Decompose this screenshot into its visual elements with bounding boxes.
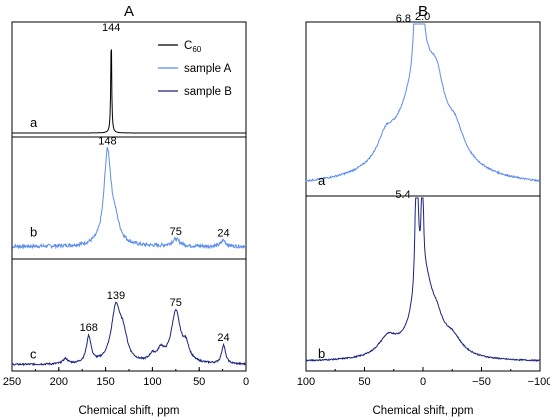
spectrum-label-c: c <box>30 347 37 362</box>
spectrum-label-a: a <box>318 173 326 188</box>
peak-label: 75 <box>170 226 182 238</box>
spectrum-label-b: b <box>30 225 37 240</box>
legend-entry: C60 <box>184 40 202 54</box>
peak-label: 5.4 <box>395 189 410 201</box>
peak-label: 6.8 <box>396 13 411 25</box>
x-tick-label: 50 <box>193 376 205 388</box>
panel-a-label: A <box>124 3 134 20</box>
x-tick-label: −100 <box>528 376 550 388</box>
panel-a-x-axis: 250 200 150 100 50 0 <box>3 367 249 388</box>
x-tick-label: 0 <box>420 376 426 388</box>
panel-a-legend: C60 sample A sample B <box>158 40 232 98</box>
peak-label: 24 <box>217 332 229 344</box>
panel-a-spectra: a 144 b 148 75 24 c 168 139 75 24 <box>11 22 247 367</box>
x-tick-label: 50 <box>358 376 370 388</box>
legend-entry: sample A <box>184 63 232 75</box>
spectrum-line-b <box>305 197 541 363</box>
spectrum-line-a <box>12 49 246 134</box>
panel-b-x-axis: 100 50 0 −50 −100 <box>297 367 550 388</box>
peak-label: 144 <box>102 22 120 34</box>
panel-b: B 100 50 0 −50 −100 Chemical shift, ppm a 2.0… <box>297 3 550 417</box>
peak-label: 2.0 <box>415 11 430 23</box>
spectrum-label-b: b <box>318 346 325 361</box>
panel-a: A 250 200 150 100 50 0 Chemical shift, ppm a 1… <box>3 3 249 417</box>
x-tick-label: 100 <box>297 376 315 388</box>
panel-b-x-axis-title: Chemical shift, ppm <box>373 405 474 417</box>
spectrum-label-a: a <box>30 115 38 130</box>
peak-label: 24 <box>217 227 229 239</box>
x-tick-label: 250 <box>3 376 21 388</box>
panel-a-x-axis-title: Chemical shift, ppm <box>79 405 180 417</box>
legend-entry: sample B <box>184 86 232 98</box>
panel-b-label: B <box>418 3 428 20</box>
x-tick-label: 150 <box>96 376 114 388</box>
spectrum-line-b <box>11 146 247 250</box>
peak-label: 75 <box>170 297 182 309</box>
x-tick-label: 200 <box>50 376 68 388</box>
spectrum-line-a <box>305 23 541 183</box>
x-tick-label: 0 <box>243 376 249 388</box>
peak-label: 168 <box>80 322 98 334</box>
spectrum-line-c <box>11 301 247 367</box>
x-tick-label: 100 <box>143 376 161 388</box>
peak-label: 148 <box>98 135 116 147</box>
panel-b-spectra: a 2.0 6.8 b 5.4 <box>305 11 541 363</box>
peak-label: 139 <box>107 290 125 302</box>
x-tick-label: −50 <box>472 376 491 388</box>
